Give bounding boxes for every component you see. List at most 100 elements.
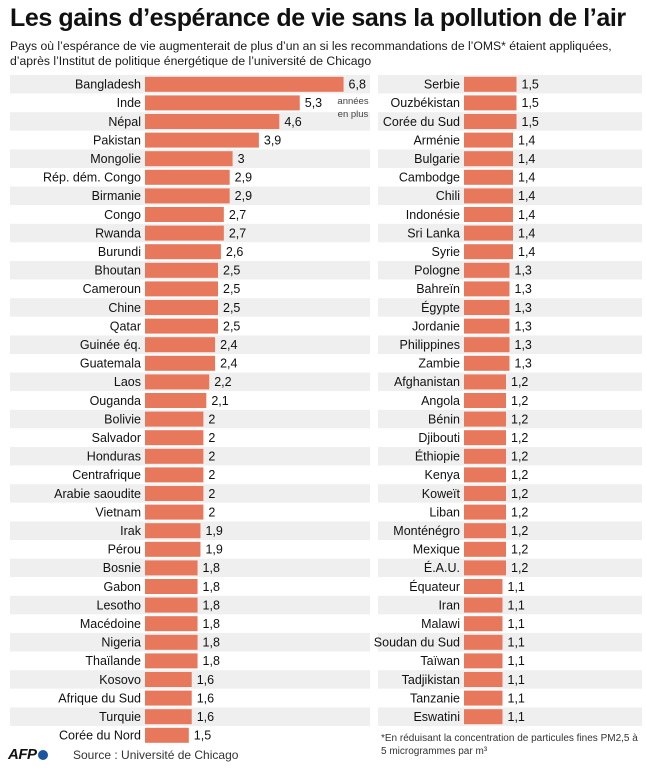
bar bbox=[145, 77, 344, 92]
category-label: Afghanistan bbox=[394, 375, 460, 389]
value-label: 1,4 bbox=[518, 133, 535, 147]
category-label: Bolivie bbox=[104, 412, 141, 426]
bar bbox=[464, 374, 506, 389]
value-label: 1,2 bbox=[511, 505, 528, 519]
value-label: 2 bbox=[208, 468, 215, 482]
category-label: Centrafrique bbox=[72, 468, 141, 482]
value-label: 6,8 bbox=[349, 78, 366, 92]
category-label: Guinée éq. bbox=[80, 338, 141, 352]
value-label: 1,1 bbox=[508, 673, 525, 687]
category-label: Turquie bbox=[99, 710, 141, 724]
bar bbox=[464, 337, 510, 352]
value-label: 1,9 bbox=[205, 543, 222, 557]
bar bbox=[145, 300, 218, 315]
value-label: 1,8 bbox=[203, 654, 220, 668]
value-label: 2,5 bbox=[223, 264, 240, 278]
afp-logo-text: AFP bbox=[8, 746, 37, 763]
value-label: 2,9 bbox=[235, 171, 252, 185]
category-label: Bénin bbox=[428, 412, 460, 426]
category-label: Cameroun bbox=[83, 282, 141, 296]
category-label: Afrique du Sud bbox=[58, 691, 141, 705]
category-label: Chine bbox=[108, 301, 141, 315]
category-label: Chili bbox=[436, 189, 460, 203]
value-label: 1,9 bbox=[205, 524, 222, 538]
bar bbox=[464, 672, 503, 687]
row-background bbox=[378, 391, 642, 410]
category-label: Sri Lanka bbox=[407, 226, 460, 240]
value-label: 2,7 bbox=[229, 208, 246, 222]
category-label: Qatar bbox=[110, 319, 141, 333]
bar bbox=[464, 691, 503, 706]
bar bbox=[145, 114, 279, 129]
bar bbox=[464, 523, 506, 538]
bar bbox=[464, 226, 513, 241]
bar bbox=[464, 467, 506, 482]
value-label: 1,1 bbox=[508, 580, 525, 594]
bar bbox=[145, 728, 189, 743]
category-label: Malawi bbox=[421, 617, 460, 631]
category-label: Arménie bbox=[413, 133, 460, 147]
category-label: Éthiopie bbox=[415, 449, 460, 464]
bar bbox=[145, 616, 198, 631]
bar bbox=[464, 281, 510, 296]
value-label: 1,3 bbox=[515, 301, 532, 315]
row-background bbox=[378, 466, 642, 485]
bar bbox=[464, 77, 517, 92]
value-label: 1,5 bbox=[522, 115, 539, 129]
value-label: 3 bbox=[238, 152, 245, 166]
category-label: Guatemala bbox=[80, 357, 141, 371]
value-label: 1,1 bbox=[508, 598, 525, 612]
category-label: Tanzanie bbox=[410, 691, 460, 705]
bar bbox=[464, 319, 510, 334]
category-label: Bangladesh bbox=[75, 78, 141, 92]
value-label: 2 bbox=[208, 412, 215, 426]
value-label: 4,6 bbox=[284, 115, 301, 129]
value-label: 1,1 bbox=[508, 654, 525, 668]
value-label: 1,3 bbox=[515, 264, 532, 278]
bar bbox=[145, 226, 224, 241]
bar bbox=[145, 430, 203, 445]
category-label: Kenya bbox=[425, 468, 460, 482]
category-label: Arabie saoudite bbox=[54, 487, 141, 501]
category-label: Corée du Sud bbox=[383, 115, 460, 129]
category-label: Jordanie bbox=[412, 319, 460, 333]
value-label: 1,8 bbox=[203, 598, 220, 612]
category-label: Taïwan bbox=[420, 654, 460, 668]
value-label: 5,3 bbox=[305, 96, 322, 110]
bar bbox=[145, 412, 203, 427]
category-label: Irak bbox=[120, 524, 142, 538]
value-label: 2,2 bbox=[214, 375, 231, 389]
category-label: Bhoutan bbox=[94, 264, 141, 278]
category-label: Burundi bbox=[98, 245, 141, 259]
category-label: Birmanie bbox=[92, 189, 141, 203]
bar bbox=[464, 95, 517, 110]
category-label: Zambie bbox=[418, 357, 460, 371]
value-label: 2,1 bbox=[211, 394, 228, 408]
bar bbox=[145, 337, 215, 352]
category-label: Bulgarie bbox=[414, 152, 460, 166]
category-label: Thaïlande bbox=[85, 654, 141, 668]
bar bbox=[464, 151, 513, 166]
category-label: Philippines bbox=[400, 338, 460, 352]
bar bbox=[145, 281, 218, 296]
value-label: 1,1 bbox=[508, 710, 525, 724]
value-label: 1,1 bbox=[508, 636, 525, 650]
category-label: Ouzbékistan bbox=[391, 96, 461, 110]
value-label: 1,3 bbox=[515, 319, 532, 333]
bar bbox=[145, 579, 198, 594]
bar bbox=[464, 207, 513, 222]
bar bbox=[464, 244, 513, 259]
row-background bbox=[378, 559, 642, 578]
row-background bbox=[378, 484, 642, 503]
category-label: Corée du Nord bbox=[59, 729, 141, 743]
bar bbox=[145, 151, 233, 166]
category-label: Pakistan bbox=[93, 133, 141, 147]
value-label: 1,2 bbox=[511, 394, 528, 408]
bar bbox=[145, 672, 192, 687]
bar bbox=[145, 653, 198, 668]
value-label: 1,8 bbox=[203, 617, 220, 631]
category-label: Rép. dém. Congo bbox=[43, 171, 141, 185]
footnote: *En réduisant la concentration de partic… bbox=[381, 732, 643, 758]
bar bbox=[145, 560, 198, 575]
category-label: Bosnie bbox=[103, 561, 141, 575]
